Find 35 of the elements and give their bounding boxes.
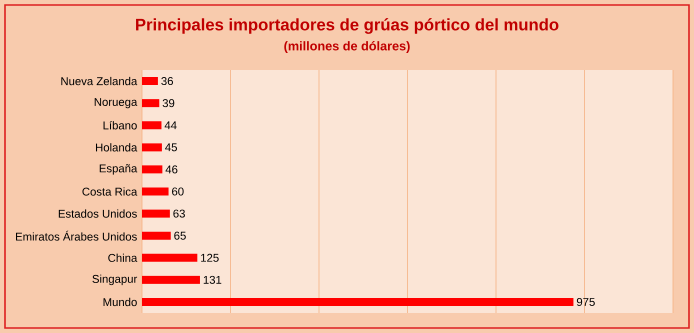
bar — [142, 276, 200, 284]
data-label: 125 — [201, 254, 219, 262]
data-label: 60 — [172, 188, 184, 196]
y-tick-label: Líbano — [104, 121, 137, 130]
y-tick-label: Emiratos Árabes Unidos — [16, 230, 137, 241]
bar — [142, 188, 169, 196]
y-tick-label: España — [100, 164, 138, 175]
chart-subtitle: (millones de dólares) — [284, 41, 410, 53]
y-tick-label: China — [108, 254, 138, 262]
bar — [142, 121, 162, 130]
data-label: 46 — [166, 165, 178, 174]
data-label: 45 — [165, 143, 177, 152]
bar — [142, 99, 160, 108]
bar — [142, 232, 171, 240]
y-tick-label: Mundo — [104, 298, 137, 306]
bar — [142, 210, 170, 218]
y-tick-label: Noruega — [94, 98, 138, 108]
bar — [142, 298, 574, 306]
bar — [142, 254, 198, 262]
bar — [142, 165, 162, 174]
data-label: 975 — [576, 298, 595, 306]
chart-title: Principales importadores de grúas pórtico del mundo — [136, 18, 558, 34]
data-label: 39 — [162, 99, 174, 108]
data-label: 44 — [164, 121, 177, 130]
y-tick-label: Costa Rica — [82, 187, 138, 196]
y-tick-label: Nueva Zelanda — [61, 76, 138, 86]
data-label: 65 — [174, 232, 186, 240]
y-tick-label: Estados Unidos — [58, 209, 137, 218]
data-label: 131 — [204, 276, 222, 284]
y-tick-label: Holanda — [96, 143, 138, 152]
bar — [142, 77, 158, 86]
bar — [142, 143, 162, 152]
data-label: 36 — [161, 77, 173, 86]
data-label: 63 — [173, 210, 185, 218]
y-tick-label: Singapur — [92, 274, 138, 286]
